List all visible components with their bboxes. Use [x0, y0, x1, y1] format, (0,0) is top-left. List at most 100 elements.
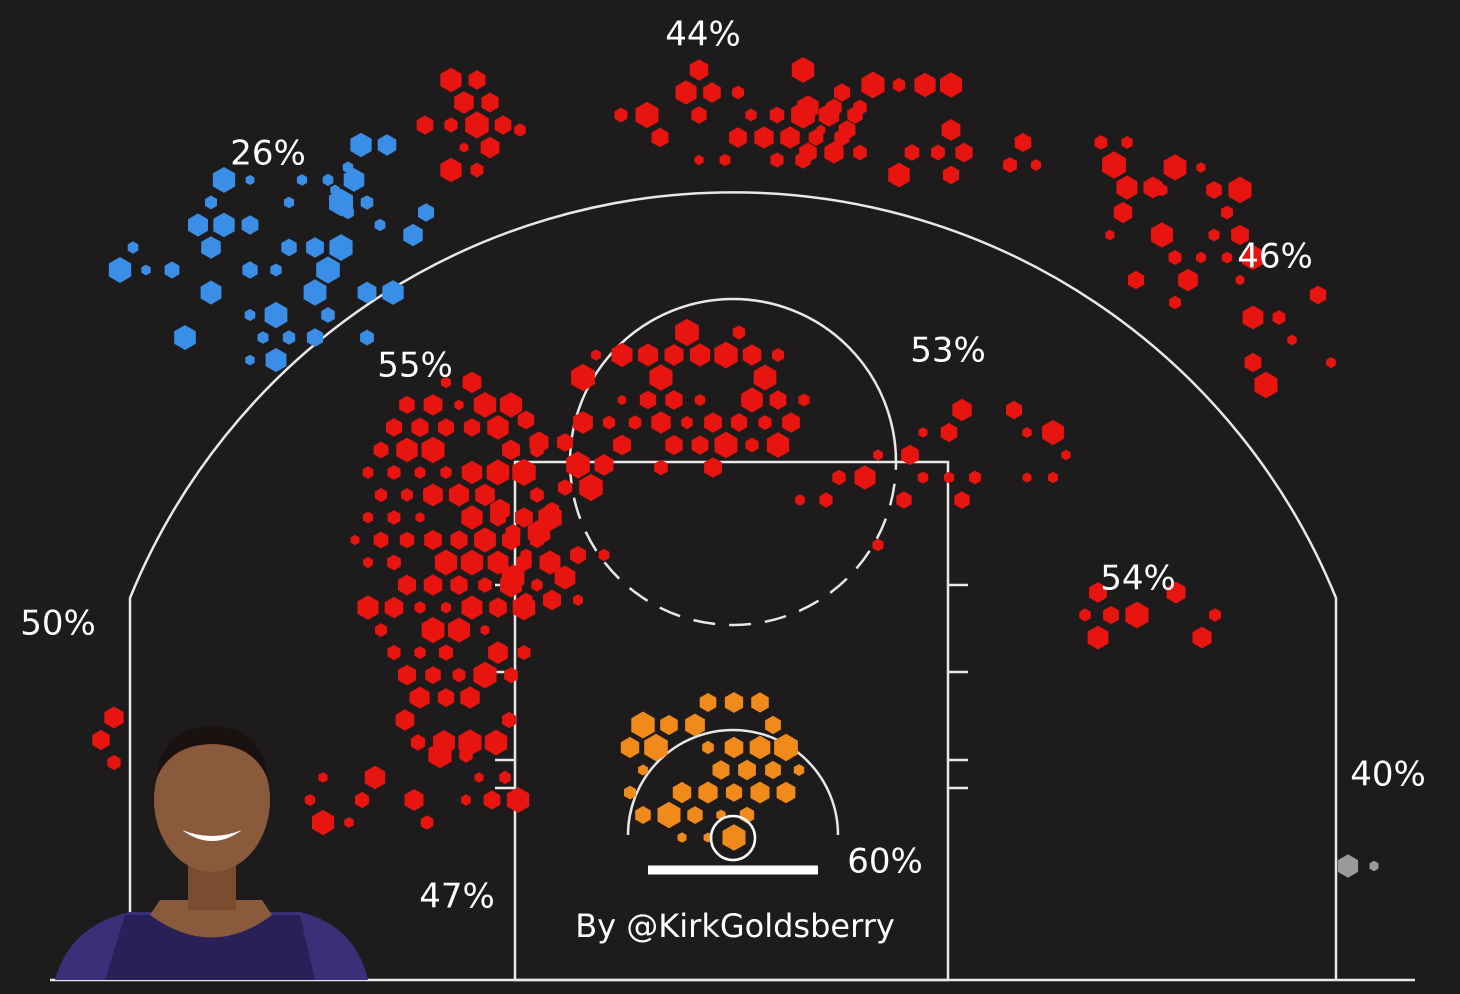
shot-hex [387, 465, 401, 480]
shot-hex [1061, 449, 1071, 461]
shot-hex [517, 645, 531, 661]
shot-hex [1116, 175, 1138, 200]
shot-hex [1105, 229, 1115, 241]
shot-hex [798, 393, 810, 407]
shot-hex [1272, 310, 1286, 325]
shot-hex [484, 729, 508, 756]
shot-hex [342, 161, 354, 174]
shot-hex [872, 538, 884, 552]
shot-hex [487, 550, 509, 575]
shot-hex [649, 364, 673, 391]
shot-hex [594, 454, 614, 476]
shot-hex [414, 646, 426, 659]
shot-hex [385, 418, 403, 437]
shot-hex [1168, 250, 1182, 265]
shot-hex [242, 261, 258, 279]
shot-hex [460, 549, 484, 576]
shot-hex [264, 301, 288, 329]
shot-hex [213, 212, 235, 238]
shot-hex [573, 411, 593, 434]
shot-hex [732, 85, 744, 100]
shot-hex [205, 195, 217, 210]
shot-hex [543, 589, 561, 611]
shot-hex [566, 451, 590, 479]
shot-hex [141, 264, 151, 276]
shot-hex [1102, 151, 1126, 179]
shot-hex [303, 279, 327, 306]
shot-hex [164, 261, 180, 279]
shot-hex [387, 644, 401, 661]
shot-hex [791, 57, 815, 83]
shot-hex [853, 99, 867, 116]
shot-hex [1242, 305, 1264, 330]
shot-hex [461, 505, 483, 530]
shot-hex [665, 434, 683, 456]
shot-hexes [92, 57, 1379, 878]
shot-hex [373, 441, 389, 459]
shot-hex [454, 91, 474, 114]
shot-hex [782, 412, 800, 433]
shot-hex [104, 706, 124, 729]
shot-hex [321, 307, 335, 323]
shot-hex [424, 529, 442, 551]
shot-hex [316, 256, 340, 284]
shot-hex [1178, 268, 1198, 292]
shot-hex [873, 449, 883, 461]
shot-hex [657, 801, 681, 829]
shot-hex [741, 387, 763, 413]
shot-hex [322, 173, 334, 186]
shot-hex [675, 80, 697, 105]
shot-hex [241, 215, 259, 235]
shot-hex [742, 344, 762, 366]
shot-hex [613, 434, 631, 456]
shot-hex [765, 760, 781, 780]
shot-hex [557, 479, 573, 496]
shot-hex [362, 466, 374, 479]
shot-hex [529, 431, 549, 454]
shot-hex [724, 736, 744, 759]
shot-hex [689, 343, 711, 367]
shot-hex [480, 624, 490, 636]
shot-hex [1326, 357, 1336, 369]
shot-hex [387, 510, 401, 525]
zone-label: 46% [1237, 237, 1313, 277]
shot-hex [954, 491, 970, 509]
shot-hex [330, 184, 340, 196]
shot-hex [694, 394, 706, 406]
shot-hex [357, 595, 379, 620]
shot-hex [1209, 608, 1221, 622]
shot-hex [343, 168, 365, 192]
shot-hex [517, 410, 535, 430]
shot-hex [892, 77, 906, 93]
shot-hex [793, 764, 805, 776]
shot-hex [644, 733, 668, 762]
shot-hex [127, 241, 139, 254]
shot-hex [751, 692, 769, 713]
zone-label: 40% [1350, 755, 1426, 795]
shot-hex [896, 491, 912, 509]
shot-hex [438, 644, 454, 661]
shot-hex [554, 565, 576, 590]
shot-hex [1003, 157, 1017, 173]
shot-hex [765, 715, 781, 735]
shot-hex [312, 809, 334, 836]
shot-hex [1094, 135, 1108, 150]
shot-hex [257, 331, 269, 344]
shot-hex [265, 348, 287, 373]
shot-hex [505, 524, 521, 542]
shot-hex [745, 437, 759, 453]
shot-hex [614, 107, 628, 123]
shot-hex [942, 165, 960, 185]
shot-hex [699, 692, 717, 712]
shot-hex [1121, 136, 1133, 149]
shot-hex [360, 195, 374, 210]
shot-hex [730, 413, 748, 432]
shot-hex [444, 117, 458, 133]
shot-hex [344, 817, 354, 828]
shot-hex [306, 237, 324, 258]
shot-hex [245, 354, 255, 366]
shot-hex [201, 236, 221, 259]
shot-hex [1156, 183, 1168, 197]
shot-hex [1022, 472, 1032, 483]
shot-hex [423, 483, 443, 507]
